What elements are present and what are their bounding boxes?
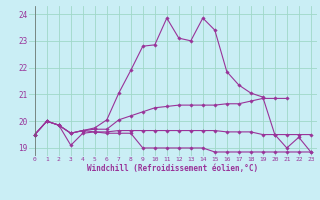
X-axis label: Windchill (Refroidissement éolien,°C): Windchill (Refroidissement éolien,°C) bbox=[87, 164, 258, 173]
